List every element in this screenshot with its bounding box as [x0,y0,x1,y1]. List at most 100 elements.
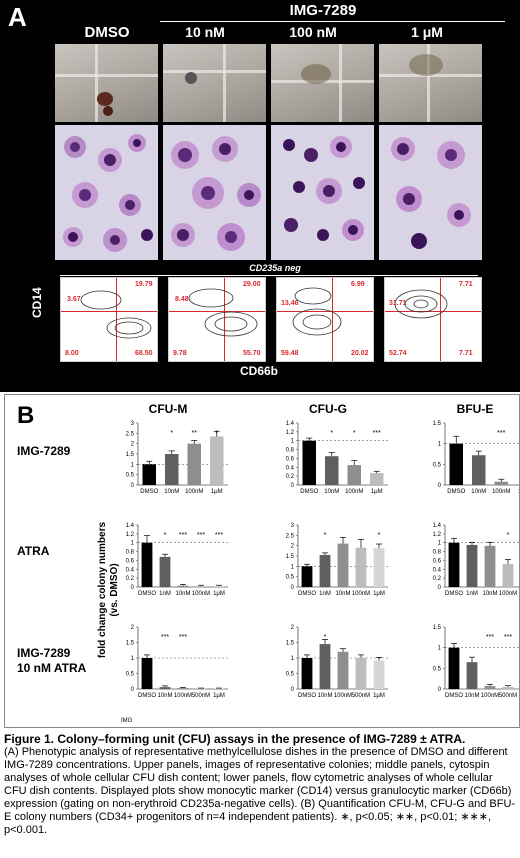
panel-b: B CFU-M CFU-G BFU-E IMG-7289 ATRA IMG-7289 10 n… [4,394,520,728]
significance-label: *** [215,532,223,539]
quadrant-value: 55.70 [243,350,261,357]
y-axis-label: (vs. DMSO) [109,563,120,616]
y-tick-label: 2 [291,625,295,631]
bar [337,651,349,689]
y-tick-label: 0.5 [126,672,135,678]
bar [494,481,508,485]
bar [319,554,331,587]
col-label-1um: 1 μM [411,24,443,40]
x-tick-label: 100nM [352,591,370,597]
cytospin-image-100nm [271,125,374,260]
y-tick-label: 2 [291,544,295,550]
bar [373,660,385,689]
bar [319,644,331,689]
bar [502,686,514,689]
cytospin-cells [63,134,153,252]
bar [177,585,189,587]
y-tick-label: 0 [291,483,295,489]
y-tick-label: 1.2 [433,532,442,538]
col-label-100nm: 100 nM [289,24,337,40]
bar [195,688,207,689]
y-tick-label: 0.2 [126,576,135,582]
y-tick-label: 0 [131,585,135,591]
quadrant-value: 19.79 [135,281,153,288]
col-label-10nm: 10 nM [185,24,225,40]
flow-header-rule [60,275,478,276]
panel-a-letter: A [8,2,27,32]
col-title: CFU-M [149,402,188,416]
bar [325,456,339,485]
significance-label: * [215,430,218,437]
y-tick-label: 1.5 [433,421,442,427]
y-tick-label: 1 [291,656,295,662]
y-tick-label: 0.5 [126,473,135,479]
x-tick-label: 10nM [175,591,190,597]
y-tick-label: 0.6 [433,558,442,564]
x-tick-label: 500nM [352,693,370,699]
bar [448,542,460,587]
drug-header: IMG-7289 [289,2,357,19]
significance-label: * [507,532,510,539]
col-title: BFU-E [457,402,494,416]
y-tick-label: 1 [438,442,442,448]
flow-xlabel: CD66b [240,364,279,378]
y-tick-label: 0 [291,585,295,591]
x-tick-label: 1nM [466,591,478,597]
flow-plot-10nm: 8.48 29.00 9.78 55.70 [168,277,266,362]
significance-label: *** [497,430,505,437]
quadrant-value: 13.46 [281,300,299,307]
bar [449,443,463,485]
bar [472,455,486,485]
y-tick-label: 1 [438,646,442,652]
x-tick-label: 10nM [317,693,332,699]
y-tick-label: 1.2 [286,430,295,436]
cytospin-image-10nm [163,125,266,260]
x-tick-label: 1μM [371,489,383,495]
caption-title: Figure 1. Colony–forming unit (CFU) assa… [4,732,466,746]
x-tick-label: 100nM [192,591,210,597]
bar [373,548,385,587]
x-tick-label: DMSO [300,489,318,495]
panel-b-letter: B [17,402,34,429]
bar [466,544,478,587]
colony-image-1um [379,44,482,122]
figure-caption: Figure 1. Colony–forming unit (CFU) assa… [4,733,516,837]
y-tick-label: 3 [291,523,295,529]
x-tick-label: DMSO [140,489,158,495]
y-tick-label: 0.6 [286,456,295,462]
quadrant-value: 68.50 [135,350,153,357]
bar [347,465,361,485]
colony-image-10nm [163,44,266,122]
bar [187,443,201,485]
y-tick-label: 1 [131,656,135,662]
y-tick-label: 1.5 [126,641,135,647]
y-tick-label: 1.5 [433,625,442,631]
x-tick-label: DMSO [298,591,316,597]
y-tick-label: 0.4 [433,567,442,573]
x-tick-label: DMSO [298,693,316,699]
x-tick-label: 100nM [174,693,192,699]
y-tick-label: 3 [131,421,135,427]
bar [195,586,207,587]
flow-header: CD235a neg [249,263,301,273]
x-tick-label: 100nM [185,489,203,495]
y-tick-label: 0.8 [126,550,135,556]
col-title: CFU-G [309,402,347,416]
caption-body: (A) Phenotypic analysis of representativ… [4,746,516,836]
bar [210,436,224,485]
quadrant-value: 9.78 [173,350,187,357]
y-tick-label: 1 [131,462,135,468]
x-tick-label: DMSO [445,693,463,699]
flow-plot-100nm: 13.46 6.99 59.48 20.02 [276,277,374,362]
cytospin-image-1um [379,125,482,260]
bar [355,658,367,689]
bar [337,543,349,587]
x-tick-label: 100nM [481,693,499,699]
significance-label: * [324,634,327,641]
bar [213,688,225,689]
bar [301,658,313,689]
x-tick-label: 1μM [211,489,223,495]
bar [177,688,189,689]
x-tick-label: 10nM [482,591,497,597]
x-tick-label: DMSO [447,489,465,495]
